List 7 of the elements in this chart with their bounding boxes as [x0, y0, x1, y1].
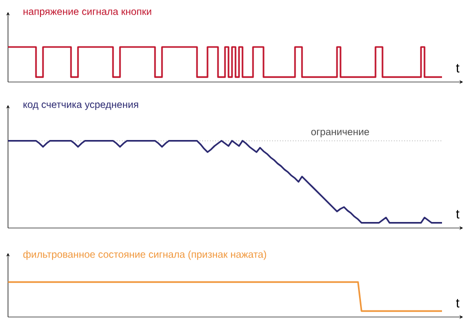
- x-axis-title: t: [456, 210, 460, 218]
- ref-line-label: ограничение: [311, 130, 370, 138]
- x-axis-title: t: [456, 64, 460, 72]
- chart-title: напряжение сигнала кнопки: [24, 10, 152, 17]
- chart-title: код счетчика усреднения: [24, 102, 138, 110]
- chart-title: фильтрованное состояние сигнала (признак нажата): [23, 250, 266, 260]
- x-axis-title: t: [456, 299, 460, 308]
